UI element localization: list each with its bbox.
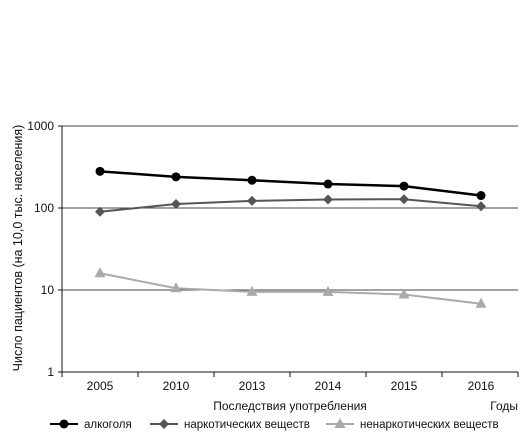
data-point — [475, 297, 487, 308]
legend-marker — [59, 419, 69, 429]
x-axis-unit: Годы — [490, 399, 518, 413]
legend-item: ненаркотических веществ — [326, 418, 499, 431]
y-tick-label: 100 — [34, 201, 54, 215]
data-point — [171, 198, 181, 209]
series-line — [99, 170, 482, 197]
y-axis-label: Число пациентов (на 10,0 тыс. населения) — [11, 125, 25, 372]
data-point — [170, 282, 182, 293]
x-tick-labels: 2005 2010 2013 2014 2015 2016 — [61, 372, 519, 393]
series-1 — [95, 166, 486, 201]
x-tick-label: 2013 — [239, 379, 266, 393]
y-tick-label: 1000 — [27, 119, 54, 133]
legend-label: наркотических веществ — [184, 419, 310, 431]
legend: алкоголя наркотических веществ ненаркотиче… — [50, 418, 499, 431]
series-line — [99, 272, 482, 305]
legend-item: наркотических веществ — [150, 419, 310, 431]
series-3 — [94, 267, 487, 308]
series-line — [99, 198, 482, 213]
x-tick-label: 2014 — [315, 379, 342, 393]
x-tick-label: 2005 — [87, 379, 114, 393]
data-point — [476, 201, 486, 212]
legend-label: ненаркотических веществ — [360, 419, 499, 431]
x-tick-label: 2010 — [163, 379, 190, 393]
data-point — [247, 175, 257, 185]
axes — [61, 126, 518, 373]
data-point — [398, 288, 410, 299]
data-point — [95, 206, 105, 217]
data-point — [246, 285, 258, 296]
legend-marker — [334, 418, 346, 428]
series-group — [94, 166, 487, 308]
legend-label: алкоголя — [84, 419, 132, 431]
data-point — [322, 285, 334, 296]
y-tick-label: 1 — [47, 365, 54, 379]
y-tick-labels: 1 10 100 1000 — [27, 119, 62, 379]
x-tick-label: 2016 — [468, 379, 495, 393]
y-tick-label: 10 — [41, 283, 55, 297]
data-point — [399, 181, 409, 191]
data-point — [94, 267, 106, 278]
legend-item: алкоголя — [50, 419, 132, 431]
x-axis-label: Последствия употребления — [213, 399, 367, 413]
data-point — [476, 191, 486, 201]
data-point — [247, 195, 257, 206]
data-point — [95, 166, 105, 176]
data-point — [323, 194, 333, 205]
series-2 — [95, 194, 486, 217]
x-tick-label: 2015 — [391, 379, 418, 393]
data-point — [323, 179, 333, 189]
data-point — [399, 194, 409, 205]
data-point — [171, 172, 181, 182]
legend-marker — [159, 419, 169, 429]
